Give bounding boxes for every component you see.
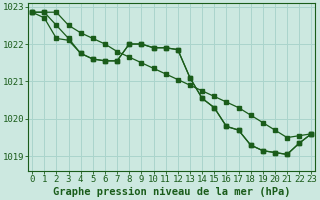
X-axis label: Graphe pression niveau de la mer (hPa): Graphe pression niveau de la mer (hPa) [53,187,291,197]
